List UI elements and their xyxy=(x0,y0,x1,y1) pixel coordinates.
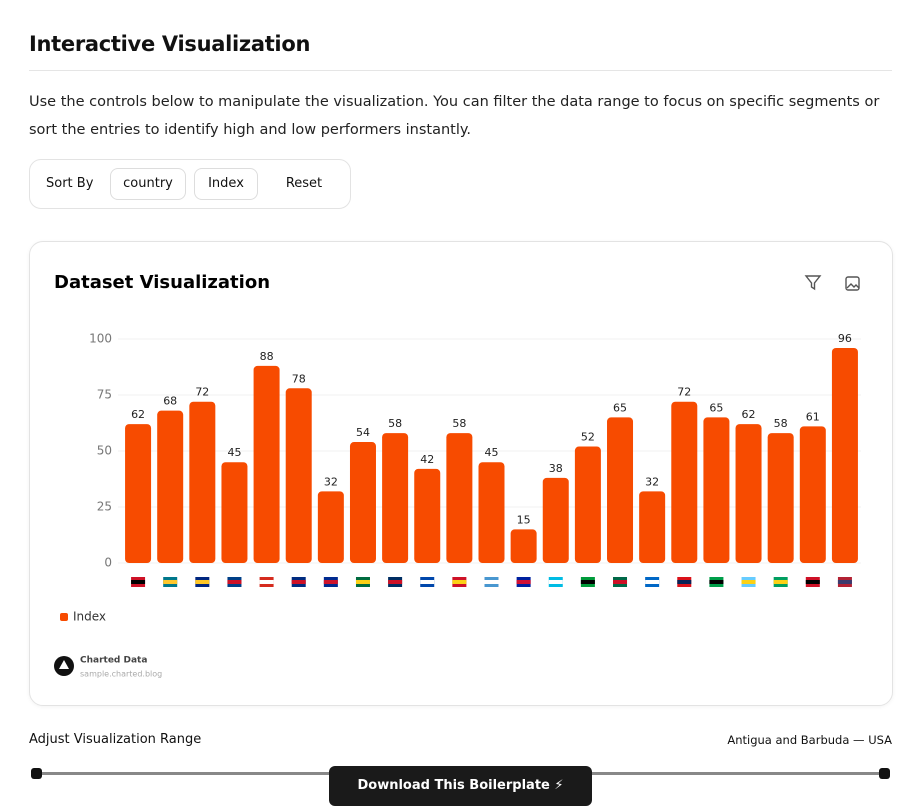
range-handle-end[interactable] xyxy=(879,768,890,779)
flag xyxy=(131,580,146,584)
bar xyxy=(574,446,601,563)
data-label: 88 xyxy=(260,350,274,363)
bar xyxy=(317,491,344,563)
chart-title: Dataset Visualization xyxy=(54,272,270,293)
data-label: 72 xyxy=(195,386,209,399)
range-label: Adjust Visualization Range xyxy=(29,732,202,747)
flag xyxy=(420,580,435,584)
data-label: 72 xyxy=(677,386,691,399)
sort-label: Sort By xyxy=(46,176,94,191)
data-label: 45 xyxy=(227,446,241,459)
data-label: 45 xyxy=(485,446,499,459)
flag xyxy=(580,580,595,584)
data-label: 65 xyxy=(613,401,627,414)
range-handle-start[interactable] xyxy=(31,768,42,779)
bar xyxy=(831,347,858,563)
flag xyxy=(709,580,724,584)
flag xyxy=(388,580,403,584)
bar xyxy=(446,433,473,563)
bar xyxy=(767,433,794,563)
brand-url: sample.charted.blog xyxy=(80,670,162,679)
y-tick-label: 50 xyxy=(97,444,112,458)
brand-logo-mark xyxy=(59,660,69,669)
legend-swatch xyxy=(60,613,68,621)
flag xyxy=(323,580,338,584)
data-label: 15 xyxy=(517,513,531,526)
flag xyxy=(645,580,660,584)
reset-button[interactable]: Reset xyxy=(268,168,340,200)
bar xyxy=(703,417,730,563)
bar xyxy=(382,433,409,563)
flag xyxy=(613,580,628,584)
bar xyxy=(671,401,698,563)
bar xyxy=(125,424,152,563)
y-tick-label: 25 xyxy=(97,500,112,514)
bar xyxy=(735,424,762,563)
flag xyxy=(741,580,756,584)
flag xyxy=(195,580,210,584)
data-label: 65 xyxy=(709,401,723,414)
bar xyxy=(157,410,184,563)
bar xyxy=(478,462,505,563)
page-title: Interactive Visualization xyxy=(29,32,311,56)
download-button[interactable]: Download This Boilerplate ⚡ xyxy=(329,766,592,806)
bar xyxy=(510,529,537,563)
flag xyxy=(163,580,178,584)
flag xyxy=(548,580,563,584)
description: Use the controls below to manipulate the… xyxy=(29,94,880,138)
legend-label: Index xyxy=(73,610,106,624)
data-label: 96 xyxy=(838,332,852,345)
filter-icon[interactable] xyxy=(804,275,822,291)
flag xyxy=(259,580,274,584)
bar xyxy=(253,365,280,563)
data-label: 58 xyxy=(452,417,466,430)
data-label: 61 xyxy=(806,410,820,423)
bar xyxy=(221,462,248,563)
chart-card: Dataset Visualization Charted Data sampl… xyxy=(29,241,893,706)
flag xyxy=(291,580,306,584)
bar xyxy=(414,468,441,563)
divider xyxy=(29,70,892,71)
sort-button[interactable]: country xyxy=(110,168,186,200)
data-label: 32 xyxy=(324,475,338,488)
chart: Dataset Visualization Charted Data sampl… xyxy=(54,272,861,679)
flag xyxy=(355,580,370,584)
data-label: 38 xyxy=(549,462,563,475)
sort-panel: Sort By country Index Reset xyxy=(29,159,351,209)
data-label: 42 xyxy=(420,453,434,466)
data-label: 52 xyxy=(581,431,595,444)
data-label: 78 xyxy=(292,372,306,385)
y-tick-label: 100 xyxy=(89,332,112,346)
image-icon[interactable] xyxy=(845,276,860,291)
data-label: 68 xyxy=(163,395,177,408)
bar xyxy=(189,401,216,563)
sort-button[interactable]: Index xyxy=(194,168,258,200)
y-tick-label: 0 xyxy=(104,556,112,570)
flag xyxy=(484,580,499,584)
flag xyxy=(452,580,467,584)
bar xyxy=(639,491,666,563)
bar xyxy=(349,442,376,563)
bar xyxy=(607,417,634,563)
flag xyxy=(773,580,788,584)
y-tick-label: 75 xyxy=(97,388,112,402)
data-label: 32 xyxy=(645,475,659,488)
flag xyxy=(805,580,820,584)
bar xyxy=(799,426,826,563)
data-label: 62 xyxy=(131,408,145,421)
data-label: 58 xyxy=(774,417,788,430)
data-label: 54 xyxy=(356,426,370,439)
range-value: Antigua and Barbuda — USA xyxy=(727,733,892,747)
bar xyxy=(542,477,569,563)
flag xyxy=(837,580,852,584)
flag xyxy=(677,580,692,584)
bar xyxy=(285,388,312,563)
brand-name: Charted Data xyxy=(80,656,147,666)
flag xyxy=(516,580,531,584)
flag xyxy=(227,580,242,584)
data-label: 58 xyxy=(388,417,402,430)
data-label: 62 xyxy=(742,408,756,421)
